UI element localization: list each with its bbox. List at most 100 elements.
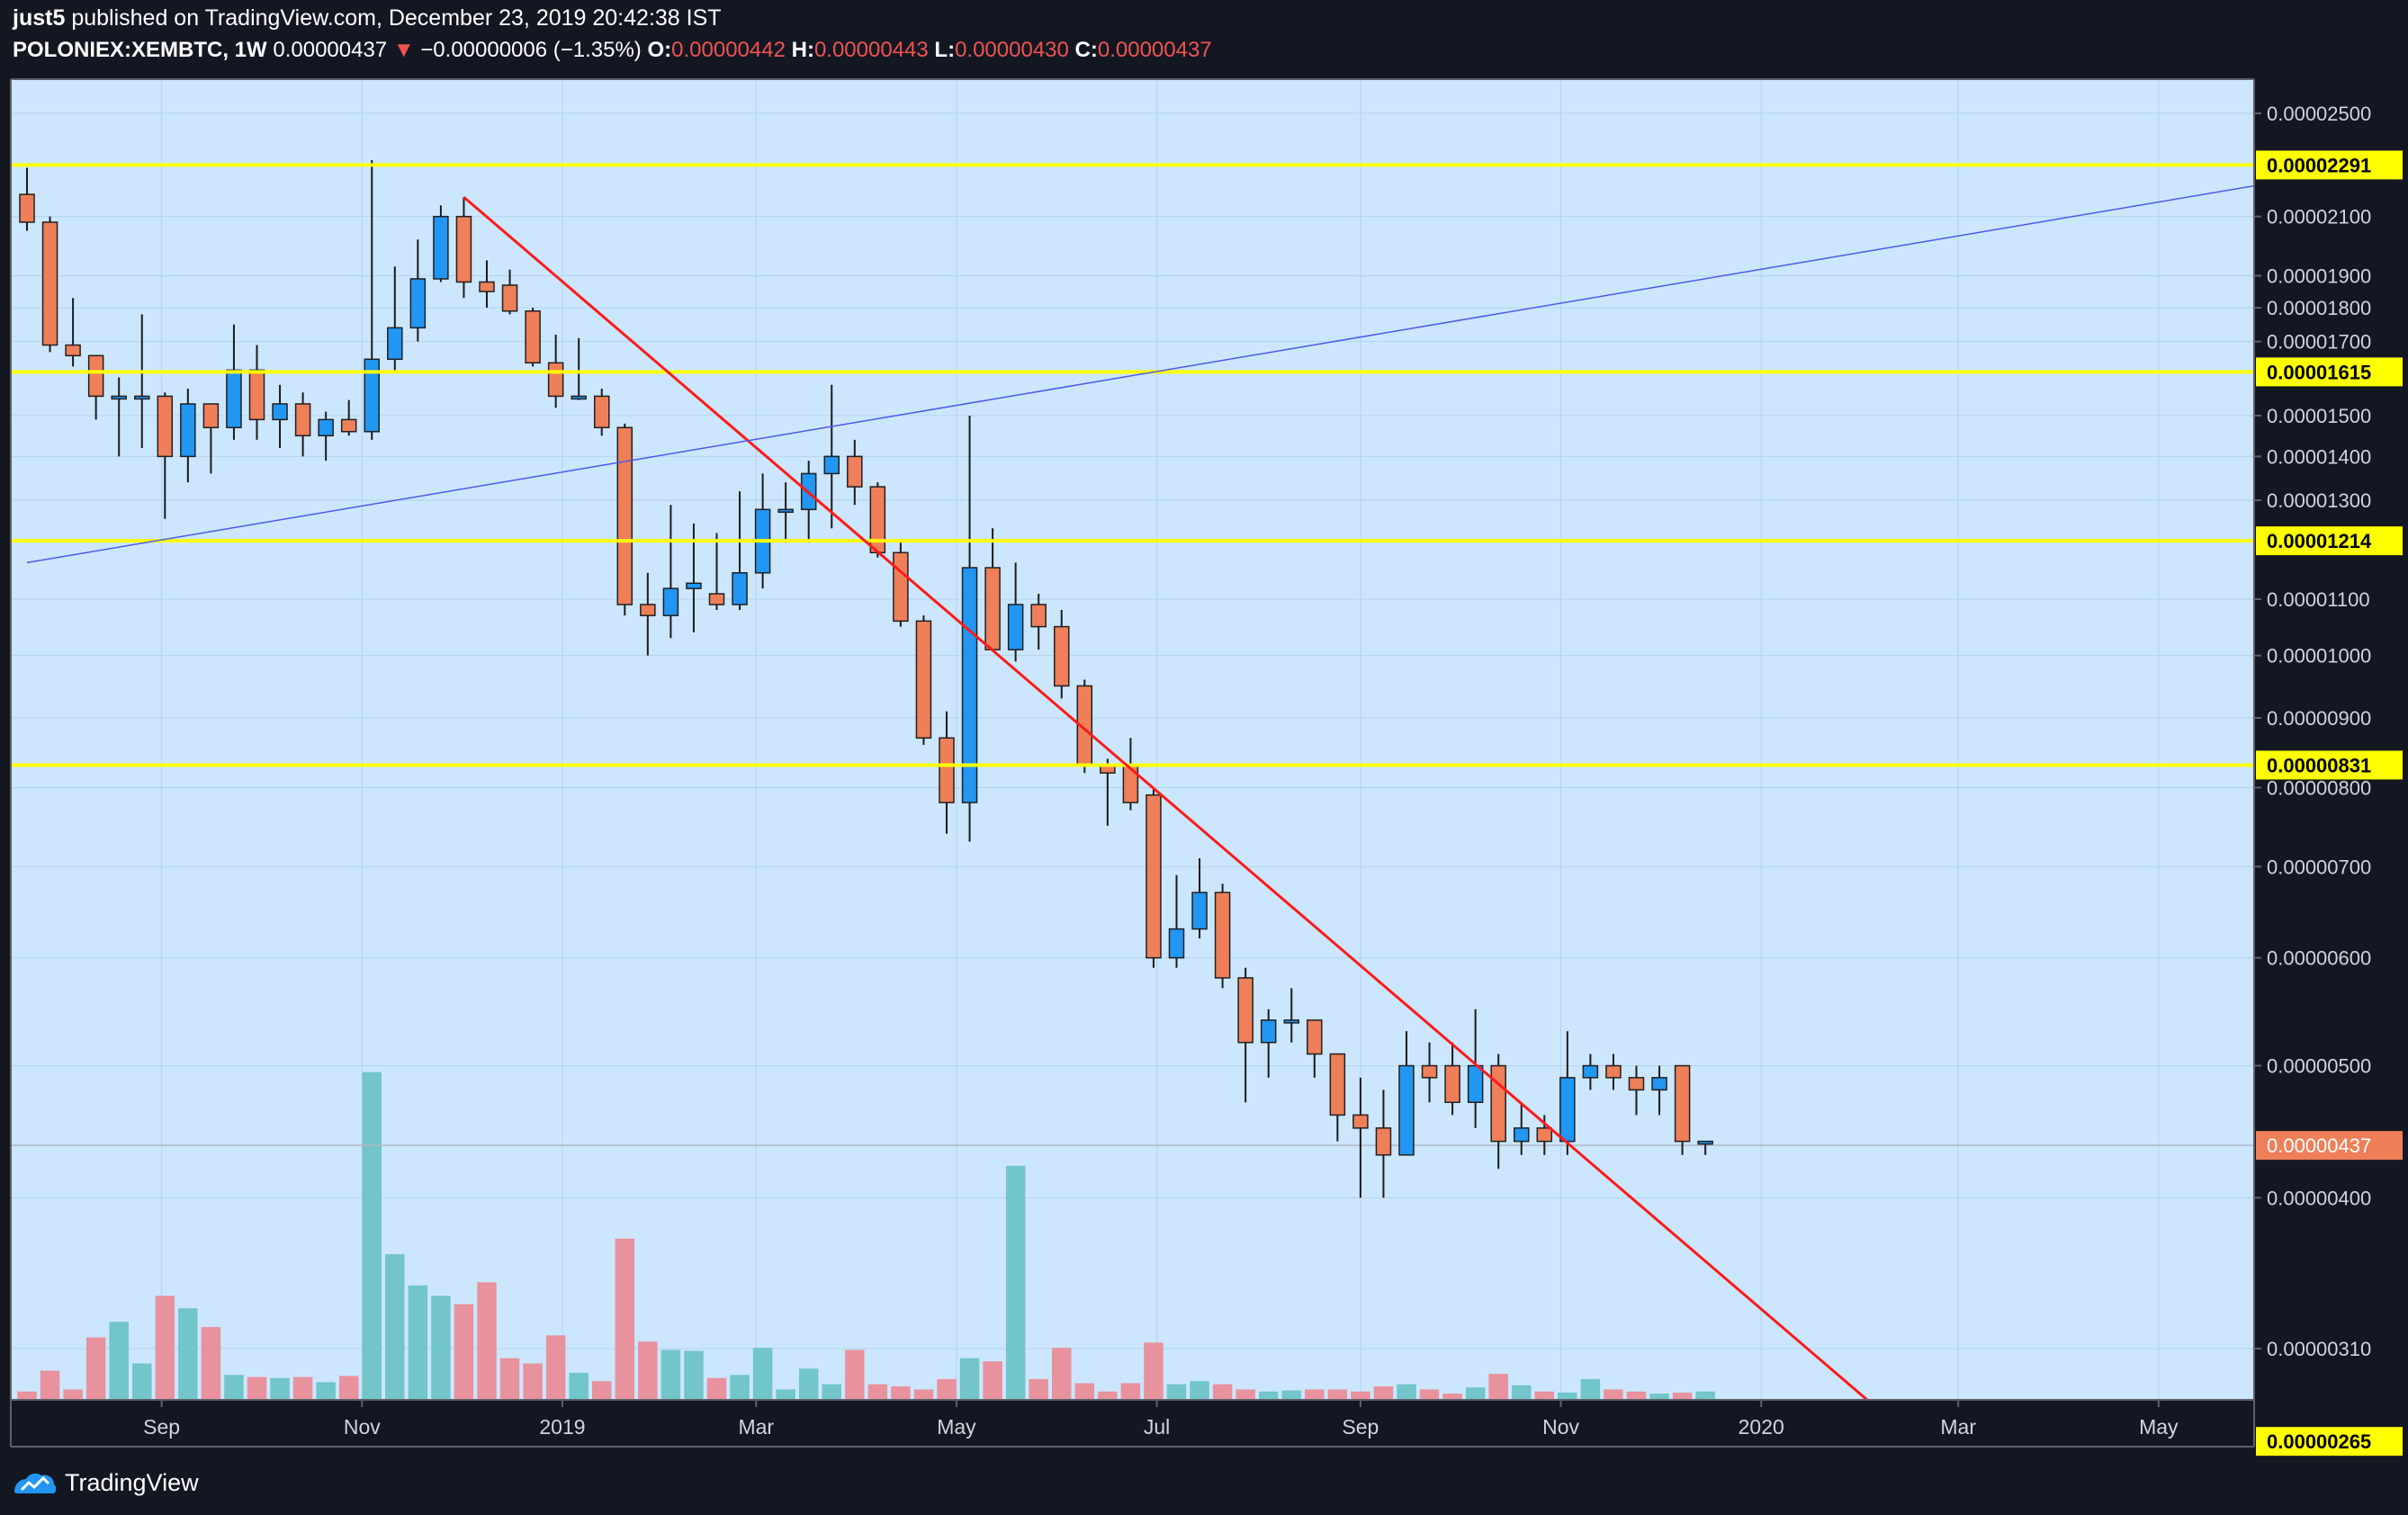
volume-bar [706, 1377, 727, 1400]
volume-bar [730, 1375, 750, 1400]
volume-bar [1098, 1391, 1118, 1400]
price-tick-label: 0.00000600 [2267, 947, 2371, 970]
candle-body [318, 418, 334, 437]
price-change: −0.00000006 (−1.35%) [420, 38, 642, 62]
candle [19, 167, 35, 231]
symbol-name[interactable]: POLONIEX:XEMBTC, 1W [13, 38, 267, 62]
volume-bar [1258, 1391, 1279, 1400]
candle-body [294, 403, 311, 437]
volume-bar [362, 1071, 382, 1400]
candle-body [640, 604, 656, 616]
candle [111, 377, 127, 457]
volume-bar [1558, 1392, 1577, 1400]
time-tick-label: 2020 [1739, 1415, 1784, 1439]
candle [180, 388, 196, 483]
volume-bar [1649, 1394, 1669, 1400]
candle-body [340, 418, 357, 433]
volume-bar [454, 1304, 474, 1400]
candle-body [1490, 1064, 1506, 1143]
level-tag-bg [2256, 150, 2403, 180]
candle-body [1191, 892, 1208, 930]
volume-bar [845, 1349, 865, 1400]
candle [501, 269, 518, 315]
volume-bar [798, 1368, 819, 1400]
tradingview-logo-icon[interactable] [13, 1468, 58, 1497]
level-tag-label: 0.00000831 [2267, 754, 2371, 776]
candle-body [87, 354, 104, 398]
candle [157, 392, 174, 519]
candle [1007, 562, 1024, 662]
candle [1260, 1009, 1277, 1078]
candle [847, 439, 863, 506]
candle [248, 345, 265, 440]
low-label: L: [934, 38, 956, 62]
candle [65, 298, 81, 367]
volume-bar [1695, 1391, 1715, 1400]
candle-body [1146, 793, 1162, 959]
candle [1559, 1031, 1576, 1155]
candle-body [455, 215, 472, 283]
candle-body [594, 395, 610, 429]
candle [41, 216, 58, 353]
volume-bar [477, 1282, 497, 1400]
candle [340, 399, 357, 436]
level-tag-label: 0.00000265 [2267, 1430, 2371, 1453]
red-trend-line [463, 195, 1917, 1443]
volume-bar [1351, 1391, 1370, 1400]
volume-bar [1419, 1389, 1440, 1400]
volume-bar [660, 1349, 681, 1400]
candle-body [1030, 604, 1047, 628]
time-tick-label: Mar [1940, 1415, 1976, 1439]
candle-body [1375, 1127, 1392, 1156]
price-tick-label: 0.00002500 [2267, 103, 2371, 125]
candle [1237, 967, 1253, 1103]
volume-bar [545, 1335, 566, 1400]
candle-body [1536, 1127, 1553, 1143]
publisher-username[interactable]: just5 [13, 5, 66, 31]
volume-bar [292, 1376, 313, 1400]
volume-bar [1005, 1165, 1026, 1400]
candle [1076, 679, 1093, 774]
open-value: 0.00000442 [671, 38, 786, 62]
candle [893, 542, 909, 627]
candle-body [869, 486, 886, 554]
price-tick-label: 0.00001100 [2267, 588, 2370, 611]
candle-body [732, 571, 748, 605]
candle [1122, 738, 1139, 811]
volume-bar [1604, 1389, 1623, 1400]
candle [984, 528, 1001, 650]
symbol-legend: POLONIEX:XEMBTC, 1W 0.00000437 ▼ −0.0000… [13, 38, 1212, 63]
candle-body [1398, 1064, 1415, 1156]
level-tag-bg [2256, 1427, 2403, 1457]
level-tag-label: 0.00001214 [2267, 530, 2372, 552]
volume-bar [937, 1378, 957, 1400]
candle-body [686, 582, 702, 589]
candle-body [1674, 1064, 1691, 1143]
candle [1605, 1053, 1622, 1090]
candle-body [984, 567, 1001, 650]
candle [294, 392, 311, 457]
volume-bar [1120, 1383, 1141, 1400]
candle-body [1214, 892, 1231, 979]
candle [1214, 883, 1231, 989]
time-tick-label: Nov [344, 1415, 381, 1439]
candle [640, 572, 656, 656]
candle [479, 260, 495, 309]
level-tag-bg [2256, 750, 2403, 780]
candle-body [1329, 1053, 1346, 1116]
volume-bar [891, 1385, 911, 1400]
level-price-tag: 0.00001615 [2256, 357, 2403, 387]
publish-info: just5 published on TradingView.com, Dece… [13, 5, 722, 31]
volume-bar [1166, 1384, 1187, 1400]
tradingview-brand[interactable]: TradingView [65, 1468, 199, 1496]
price-chart[interactable]: 0.00002500 0.00002100 0.00001900 0.00001800… [0, 0, 2408, 1457]
candle-body [847, 455, 863, 488]
volume-bar [983, 1361, 1002, 1400]
volume-series [17, 1071, 1715, 1400]
candle-body [1168, 928, 1185, 959]
volume-bar [1672, 1392, 1693, 1400]
volume-bar [615, 1238, 635, 1400]
price-tick-label: 0.00000800 [2267, 776, 2371, 799]
volume-bar [132, 1363, 152, 1400]
candle-body [1237, 977, 1253, 1044]
